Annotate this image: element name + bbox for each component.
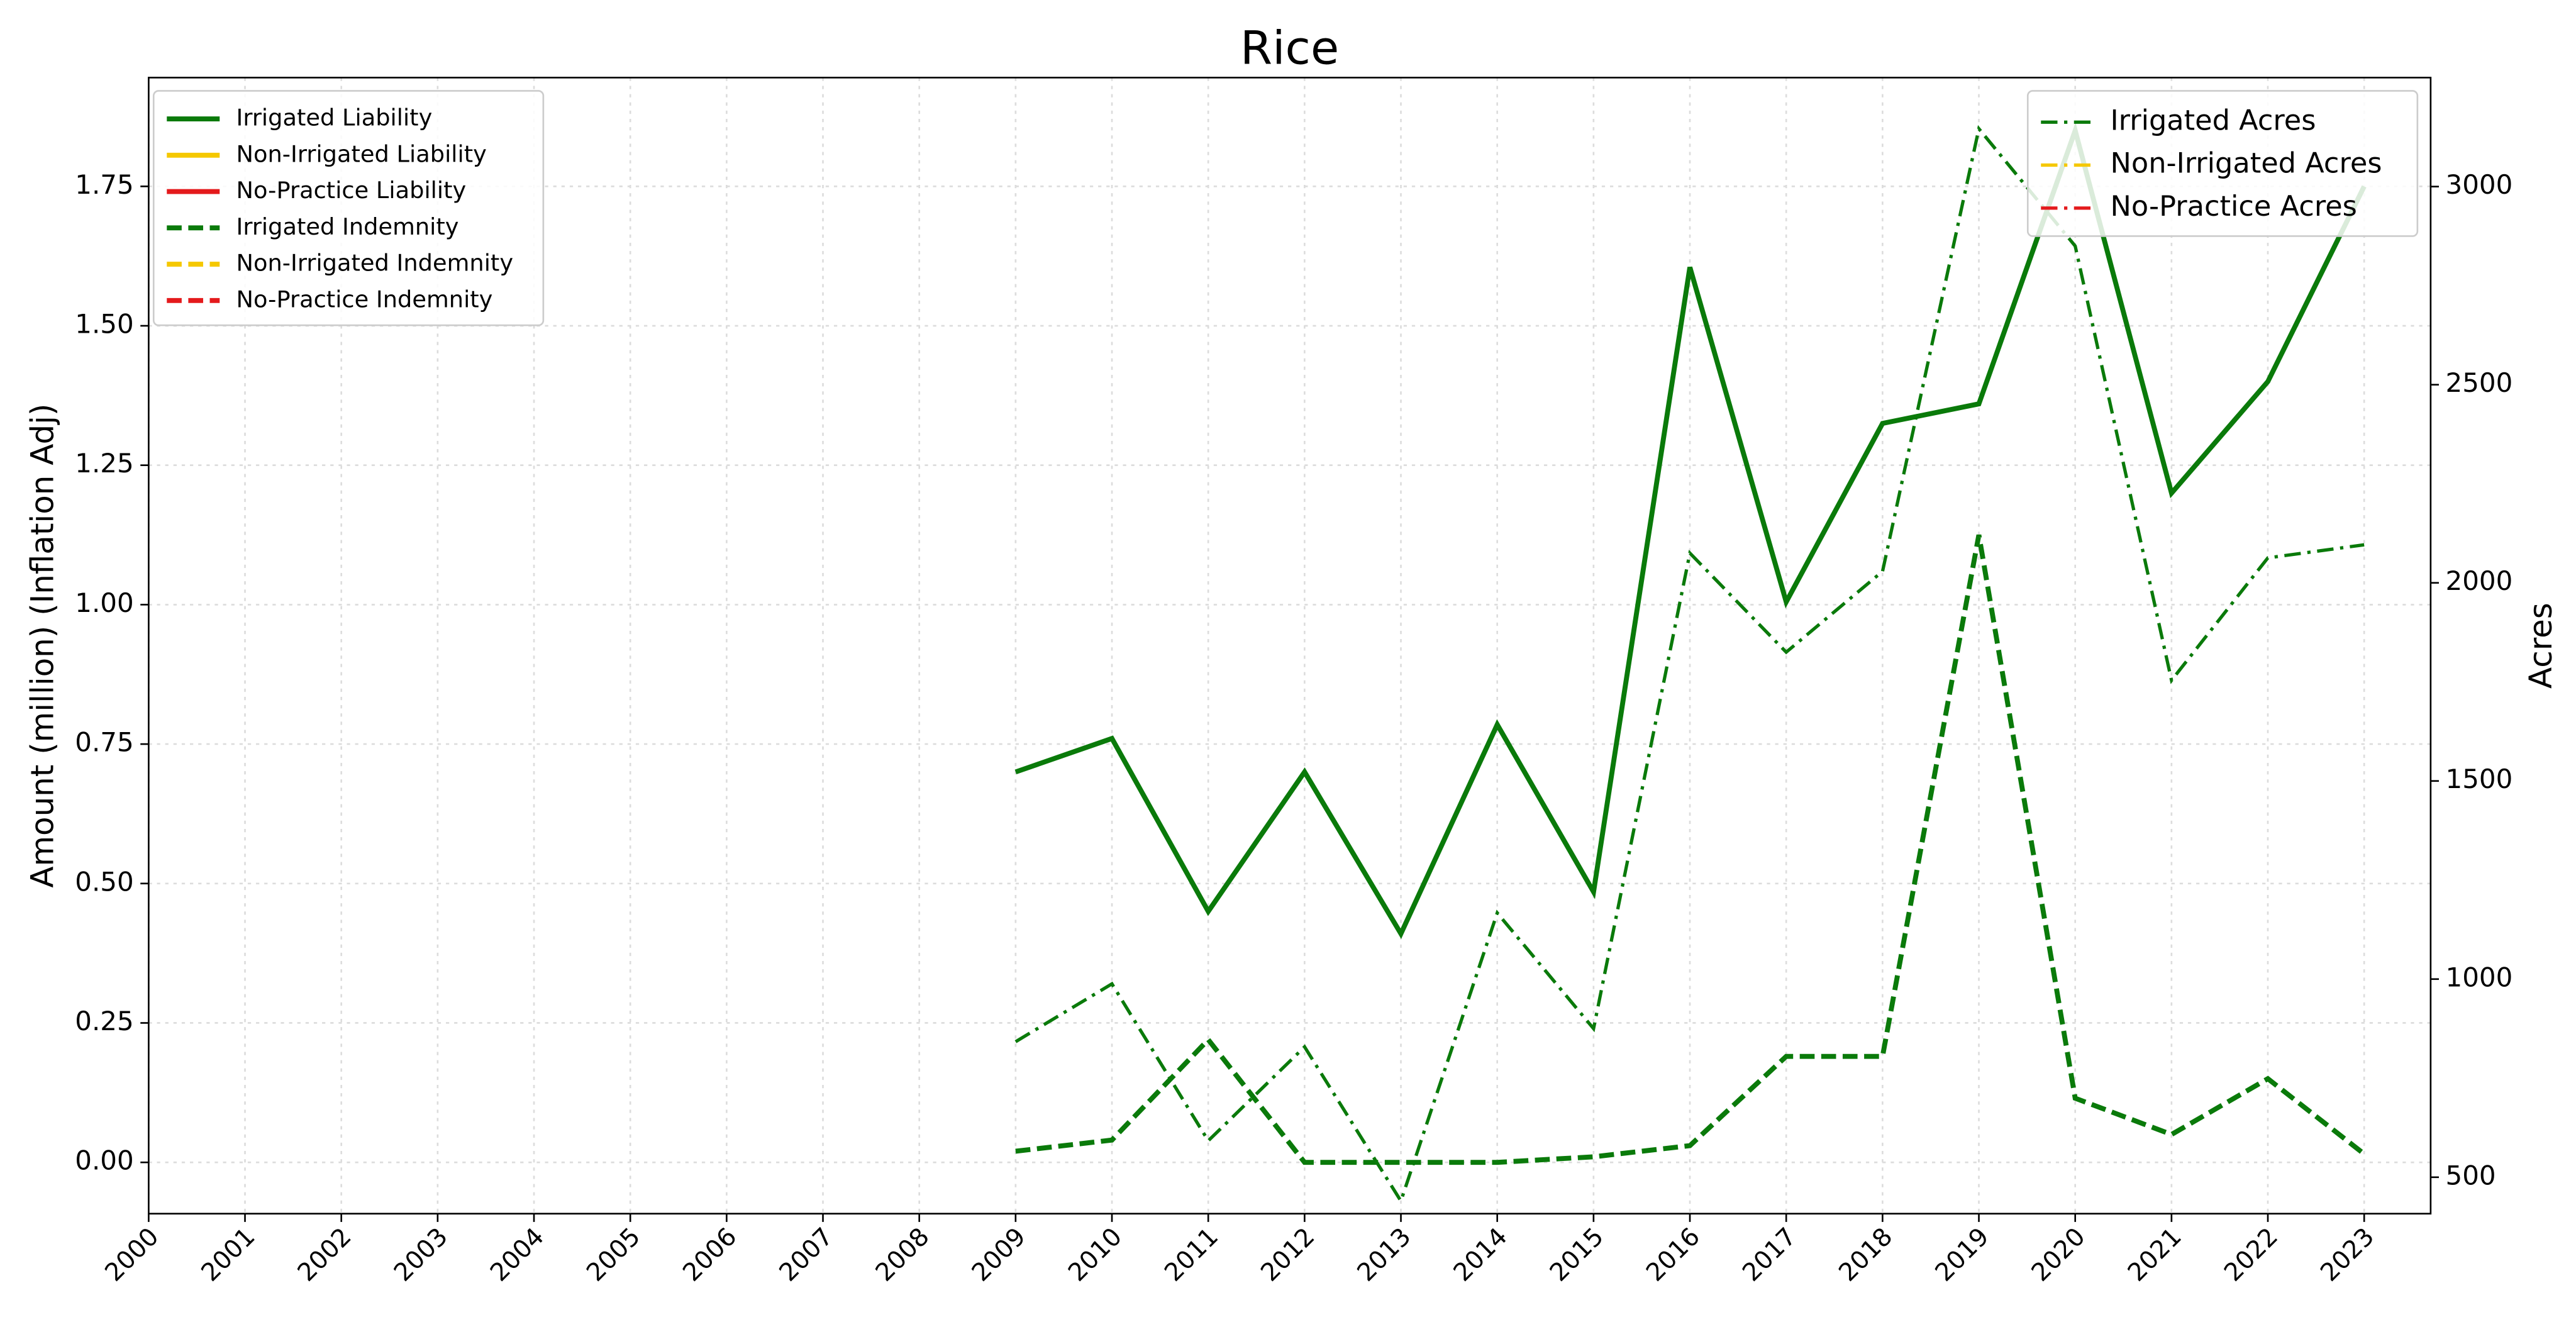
y2-tick-label: 3000	[2445, 169, 2512, 200]
y-tick-label: 1.00	[75, 587, 134, 618]
y-tick-label: 0.75	[75, 727, 134, 758]
x-tick-label: 2020	[2026, 1222, 2090, 1287]
y-tick-label: 1.50	[75, 309, 134, 340]
y2-tick-label: 2500	[2445, 367, 2512, 398]
x-tick-label: 2015	[1544, 1222, 1609, 1287]
series-line	[1015, 534, 2366, 1165]
x-tick-label: 2009	[966, 1222, 1031, 1287]
y-tick-label: 0.50	[75, 866, 134, 897]
x-tick-label: 2003	[388, 1222, 453, 1287]
x-tick-label: 2019	[1929, 1222, 1994, 1287]
x-tick-label: 2004	[485, 1222, 550, 1287]
x-tick-label: 2002	[292, 1222, 357, 1287]
legend: Irrigated Liability Non-Irrigated Liabili…	[152, 90, 545, 326]
legend-label: Non-Irrigated Acres	[2111, 147, 2382, 180]
x-tick-label: 2017	[1737, 1222, 1802, 1287]
legend-label: Non-Irrigated Liability	[236, 140, 487, 167]
x-tick-label: 2005	[581, 1222, 646, 1287]
x-tick-label: 2000	[99, 1222, 164, 1287]
y-tick-label: 1.25	[75, 448, 134, 479]
x-tick-label: 2023	[2315, 1222, 2380, 1287]
x-tick-label: 2007	[774, 1222, 838, 1287]
x-tick-label: 2013	[1352, 1222, 1416, 1287]
x-tick-label: 2018	[1833, 1222, 1898, 1287]
series-line	[1014, 125, 2365, 1205]
legend-label: Non-Irrigated Indemnity	[236, 250, 514, 277]
plot-frame	[148, 77, 2432, 1215]
x-tick-label: 2012	[1255, 1222, 1320, 1287]
y-tick-label: 0.25	[75, 1006, 134, 1036]
legend: Irrigated Acres Non-Irrigated Acres No-Pra…	[2026, 90, 2419, 237]
series-line	[1014, 122, 2367, 940]
y2-tick-label: 2000	[2445, 565, 2512, 596]
legend-label: No-Practice Liability	[236, 177, 467, 204]
y2-tick-label: 1000	[2445, 962, 2512, 992]
legend-label: Irrigated Liability	[236, 104, 433, 131]
x-tick-label: 2006	[677, 1222, 742, 1287]
y-tick-label: 1.75	[75, 169, 134, 200]
legend-label: No-Practice Acres	[2111, 190, 2357, 223]
y2-axis-label: Acres	[2523, 603, 2559, 689]
legend-label: Irrigated Acres	[2111, 104, 2316, 136]
x-tick-label: 2011	[1159, 1222, 1224, 1287]
legend-box	[2026, 90, 2419, 237]
y2-tick-label: 1500	[2445, 764, 2512, 794]
chart-title: Rice	[1240, 21, 1339, 75]
y-tick-label: 0.00	[75, 1145, 134, 1176]
x-tick-label: 2001	[196, 1222, 260, 1287]
legend-box	[152, 90, 545, 326]
x-tick-label: 2014	[1448, 1222, 1513, 1287]
legend-label: No-Practice Indemnity	[236, 286, 493, 313]
x-tick-label: 2010	[1063, 1222, 1128, 1287]
x-tick-label: 2016	[1641, 1222, 1706, 1287]
y2-tick-label: 500	[2445, 1160, 2496, 1191]
legend-label: Irrigated Indemnity	[236, 213, 459, 240]
x-tick-label: 2021	[2122, 1222, 2187, 1287]
x-tick-label: 2022	[2219, 1222, 2284, 1287]
x-tick-label: 2008	[870, 1222, 935, 1287]
y-axis-label: Amount (million) (Inflation Adj)	[24, 404, 60, 888]
